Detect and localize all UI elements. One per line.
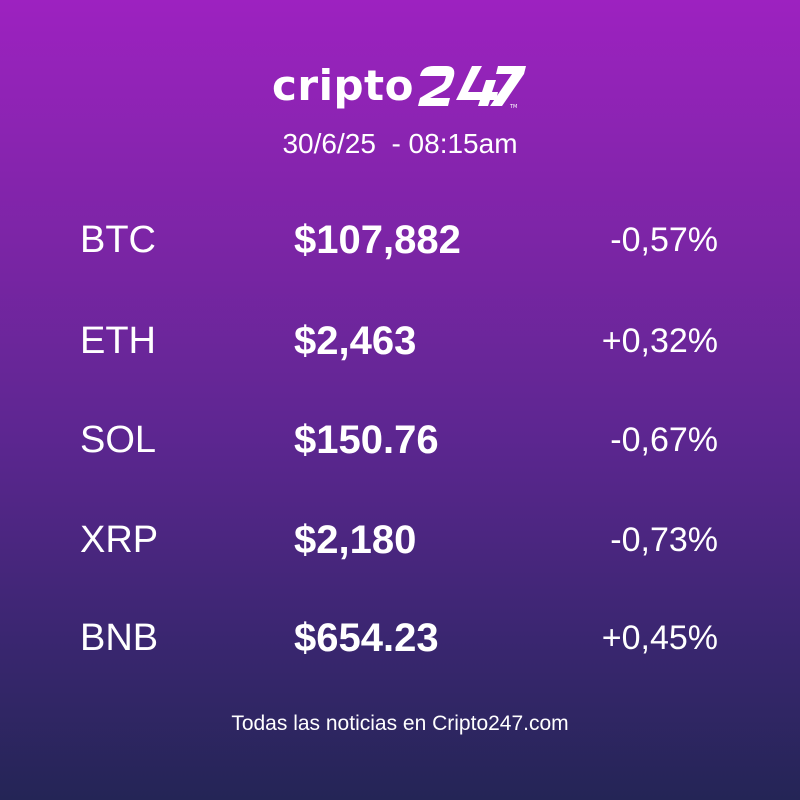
- coin-change: -0,67%: [610, 421, 718, 459]
- coin-symbol: BTC: [80, 219, 156, 261]
- coin-symbol: XRP: [80, 519, 159, 561]
- coin-change: +0,32%: [601, 322, 718, 360]
- coin-change: -0,73%: [610, 521, 718, 559]
- coin-symbol: SOL: [80, 419, 157, 461]
- date-time: 30/6/25 - 08:15am: [282, 128, 518, 159]
- logo-247-mark: TM: [418, 66, 526, 110]
- price-row-xrp: XRP $2,180 -0,73%: [0, 510, 800, 570]
- price-row-eth: ETH $2,463 +0,32%: [0, 311, 800, 371]
- coin-price: $107,882: [294, 218, 461, 262]
- brand-logo: cripto TM: [0, 62, 800, 110]
- price-row-bnb: BNB $654.23 +0,45%: [0, 608, 800, 668]
- footer-note: Todas las noticias en Cripto247.com: [231, 712, 569, 735]
- coin-symbol: ETH: [80, 320, 156, 362]
- price-row-sol: SOL $150.76 -0,67%: [0, 410, 800, 470]
- svg-text:TM: TM: [509, 104, 517, 110]
- coin-symbol: BNB: [80, 617, 159, 659]
- coin-change: -0,57%: [610, 221, 718, 259]
- coin-price: $2,463: [294, 319, 417, 363]
- price-row-btc: BTC $107,882 -0,57%: [0, 210, 800, 270]
- coin-price: $654.23: [294, 616, 439, 660]
- coin-price: $150.76: [294, 418, 439, 462]
- logo-text: cripto: [271, 61, 414, 110]
- coin-change: +0,45%: [601, 619, 718, 657]
- coin-price: $2,180: [294, 518, 417, 562]
